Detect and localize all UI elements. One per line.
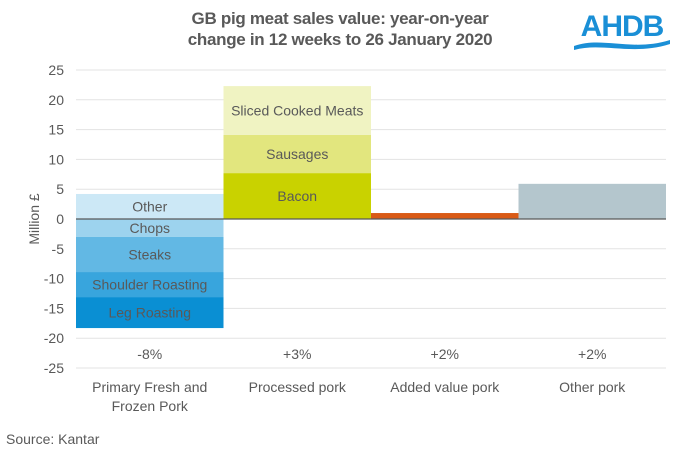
x-axis-category-label: Other pork — [559, 379, 626, 395]
segment-label: Leg Roasting — [108, 305, 191, 321]
bar-segment-other-pork — [518, 183, 666, 219]
percent-change-label: +2% — [578, 346, 606, 362]
bar-segment-leg-roasting — [76, 297, 224, 329]
logo-wave-icon — [574, 40, 670, 50]
y-tick-label: -25 — [44, 360, 64, 376]
y-tick-label: -5 — [52, 241, 65, 257]
source-note: Source: Kantar — [6, 431, 100, 447]
chart-title-line-2: change in 12 weeks to 26 January 2020 — [187, 30, 493, 49]
segment-label: Chops — [130, 220, 170, 236]
x-axis-category-label: Frozen Pork — [112, 398, 189, 414]
y-tick-label: 0 — [56, 211, 64, 227]
segment-label: Sausages — [266, 146, 328, 162]
segment-label: Steaks — [128, 246, 171, 262]
x-axis-category-label: Primary Fresh and — [92, 379, 207, 395]
percent-change-label: +3% — [283, 346, 311, 362]
y-tick-label: 20 — [48, 92, 64, 108]
percent-change-label: +2% — [431, 346, 459, 362]
segment-label: Shoulder Roasting — [92, 277, 207, 293]
bar-segment-sausages — [223, 134, 371, 174]
bar-segment-chops — [76, 219, 224, 237]
y-tick-label: 10 — [48, 151, 64, 167]
y-axis-label: Million £ — [26, 193, 42, 245]
ahdb-logo: AHDB — [574, 10, 670, 50]
percent-change-labels: -8% +3% +2% +2% — [137, 346, 606, 362]
logo-text: AHDB — [581, 10, 664, 43]
bar-segment-added-value-pork — [371, 213, 519, 219]
y-tick-label: -15 — [44, 300, 64, 316]
segment-label: Bacon — [277, 188, 317, 204]
segment-labels: Other Chops Steaks Shoulder Roasting Leg Roa… — [92, 103, 363, 321]
bar-segment-sliced-cooked-meats — [223, 86, 371, 135]
bar-segment-steaks — [76, 236, 224, 273]
bars — [76, 86, 666, 329]
x-axis-category-label: Added value pork — [390, 379, 500, 395]
y-tick-label: 25 — [48, 62, 64, 78]
x-axis-category-label: Processed pork — [249, 379, 347, 395]
y-tick-label: 15 — [48, 122, 64, 138]
y-tick-label: 5 — [56, 181, 64, 197]
percent-change-label: -8% — [137, 346, 162, 362]
bar-segment-other — [76, 193, 224, 219]
y-axis-ticks: 25 20 15 10 5 0 -5 -10 -15 -20 -25 — [44, 62, 64, 376]
segment-label: Sliced Cooked Meats — [231, 103, 363, 119]
chart-title: GB pig meat sales value: year-on-year ch… — [140, 8, 540, 50]
y-tick-label: -10 — [44, 271, 64, 287]
y-tick-label: -20 — [44, 330, 64, 346]
chart-title-line-1: GB pig meat sales value: year-on-year — [191, 9, 489, 28]
bar-segment-shoulder-roasting — [76, 272, 224, 298]
x-axis-labels: Primary Fresh and Frozen Pork Processed po… — [92, 379, 626, 414]
segment-label: Other — [132, 198, 167, 214]
bar-segment-bacon — [223, 173, 371, 219]
